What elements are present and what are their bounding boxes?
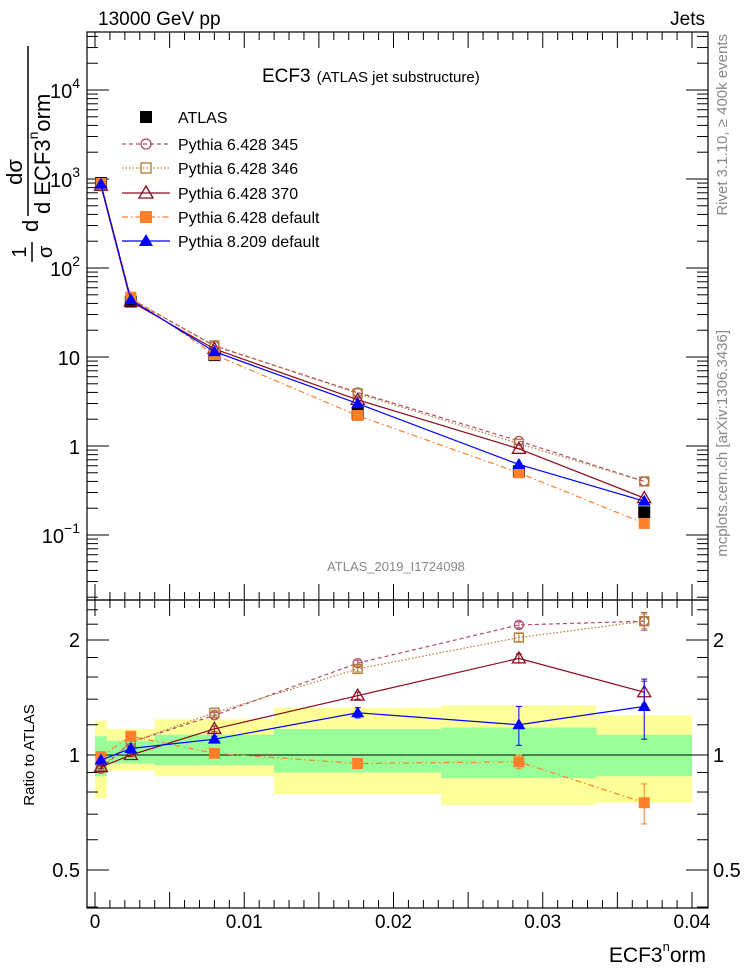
x-axis-label: ECF3norm	[609, 939, 706, 967]
marker-circle-open	[513, 619, 525, 631]
ratio-y-tick-label-right: 1	[713, 745, 724, 767]
series-pythia-6-428-345	[95, 181, 650, 487]
marker-square	[513, 467, 525, 479]
legend: ATLAS Pythia 6.428 345 Pythia 6.428 346 Pyt…	[122, 110, 320, 251]
legend-label: Pythia 6.428 345	[178, 137, 298, 154]
legend-label: Pythia 6.428 370	[178, 186, 298, 203]
ratio-y-tick-label: 0.5	[52, 860, 80, 882]
legend-item: ATLAS	[140, 110, 228, 127]
marker-triangle	[94, 753, 108, 765]
legend-label: Pythia 6.428 346	[178, 161, 298, 178]
watermark: ATLAS_2019_I1724098	[327, 559, 465, 574]
marker-square	[638, 517, 650, 529]
marker-circle-open	[140, 138, 152, 150]
marker-square	[208, 747, 220, 759]
marker-square	[125, 730, 137, 742]
marker-triangle	[124, 293, 138, 305]
y-tick-label: 10−1	[42, 520, 80, 548]
svg-text:dσ: dσ	[2, 159, 27, 185]
side-label-bottom: mcplots.cern.ch [arXiv:1306.3436]	[714, 330, 731, 557]
chart-title: ECF3 (ATLAS jet substructure)	[262, 66, 480, 87]
x-tick-label: 0	[90, 912, 101, 933]
series-line	[100, 184, 645, 502]
ratio-series-pythia-6-428-default	[95, 730, 650, 825]
x-tick-label: 0.04	[674, 912, 711, 933]
y-tick-label: 1	[69, 437, 80, 459]
ratio-series-pythia-8-209-default	[94, 678, 651, 765]
side-label-top: Rivet 3.1.10, ≥ 400k events	[714, 34, 731, 216]
marker-triangle	[94, 177, 108, 189]
ratio-line	[100, 620, 645, 770]
marker-triangle-open	[137, 184, 155, 199]
ratio-y-tick-label-right: 0.5	[713, 860, 741, 882]
marker-triangle-open	[123, 747, 139, 761]
marker-square	[638, 506, 651, 519]
marker-square-open	[639, 476, 650, 487]
legend-label: Pythia 6.428 default	[178, 210, 320, 227]
x-tick-label: 0.03	[524, 912, 561, 933]
series-line	[100, 185, 645, 482]
series-line	[100, 185, 645, 499]
y-tick-label: 104	[50, 75, 80, 103]
marker-triangle	[124, 741, 138, 753]
legend-item: Pythia 6.428 346	[122, 161, 298, 178]
header-right: Jets	[670, 9, 705, 30]
marker-square-open	[352, 663, 363, 675]
marker-triangle-open	[93, 759, 109, 773]
ratio-y-tick-label: 1	[69, 745, 80, 767]
ratio-frame	[86, 599, 709, 909]
marker-triangle	[139, 234, 153, 246]
marker-triangle-open	[511, 650, 527, 664]
marker-square-open	[140, 162, 152, 174]
legend-label: Pythia 8.209 default	[178, 234, 320, 251]
marker-triangle-open	[511, 441, 527, 454]
legend-label: ATLAS	[178, 110, 228, 127]
svg-text:1: 1	[9, 246, 31, 257]
legend-item: Pythia 6.428 default	[122, 210, 320, 227]
ratio-y-tick-label-right: 2	[713, 630, 724, 652]
series-pythia-8-209-default	[94, 177, 651, 506]
marker-square-open	[639, 616, 650, 627]
marker-square	[352, 410, 364, 422]
series-pythia-6-428-default	[95, 178, 650, 529]
marker-triangle	[512, 457, 526, 469]
marker-square	[513, 756, 525, 768]
main-series	[93, 177, 652, 529]
marker-square	[638, 797, 650, 809]
x-tick-label: 0.01	[226, 912, 263, 933]
ratio-y-label: Ratio to ATLAS	[21, 704, 38, 805]
svg-text:σ: σ	[35, 245, 57, 258]
legend-item: Pythia 6.428 370	[122, 184, 298, 203]
y-tick-label: 102	[50, 253, 80, 281]
x-tick-label: 0.02	[375, 912, 412, 933]
marker-square	[140, 111, 152, 123]
ratio-series	[93, 612, 652, 825]
marker-triangle	[512, 718, 526, 730]
marker-square-open	[513, 632, 525, 643]
marker-triangle	[207, 732, 221, 744]
legend-item: Pythia 8.209 default	[122, 234, 320, 251]
marker-triangle	[637, 494, 651, 506]
series-line	[100, 186, 645, 482]
marker-triangle	[351, 397, 365, 409]
header-left: 13000 GeV pp	[98, 9, 221, 30]
marker-triangle-open	[350, 687, 366, 701]
marker-triangle	[207, 345, 221, 357]
marker-square	[352, 758, 364, 770]
series-pythia-6-428-370	[93, 177, 652, 504]
y-tick-label: 103	[50, 164, 80, 192]
marker-triangle	[351, 706, 365, 718]
svg-text:d: d	[18, 220, 43, 232]
marker-square	[140, 211, 152, 223]
y-tick-label: 10	[58, 348, 80, 370]
ratio-y-tick-label: 2	[69, 630, 80, 652]
legend-item: Pythia 6.428 345	[122, 137, 298, 154]
marker-triangle	[637, 699, 651, 711]
marker-circle-open	[639, 476, 650, 487]
svg-text:d ECF3norm: d ECF3norm	[25, 94, 55, 214]
marker-square-open	[209, 707, 220, 718]
main-y-label: 1 σ d dσ d ECF3norm	[2, 46, 57, 262]
